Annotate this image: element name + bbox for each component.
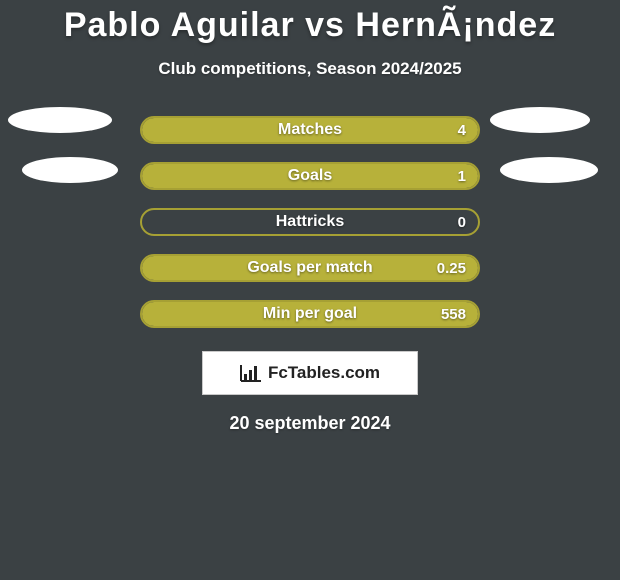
stat-label: Matches — [142, 121, 478, 139]
stat-value: 558 — [441, 306, 466, 323]
stat-row: Matches4 — [0, 107, 620, 153]
stat-bar: Goals per match0.25 — [140, 254, 480, 282]
stat-label: Hattricks — [142, 213, 478, 231]
stat-value: 4 — [458, 122, 466, 139]
stats-area: Matches4Goals1Hattricks0Goals per match0… — [0, 107, 620, 337]
stat-row: Goals1 — [0, 153, 620, 199]
stat-bar: Goals1 — [140, 162, 480, 190]
stat-label: Min per goal — [142, 305, 478, 323]
stat-bar: Hattricks0 — [140, 208, 480, 236]
stat-value: 1 — [458, 168, 466, 185]
stat-bar: Matches4 — [140, 116, 480, 144]
page-subtitle: Club competitions, Season 2024/2025 — [158, 59, 461, 79]
stat-label: Goals — [142, 167, 478, 185]
stat-row: Hattricks0 — [0, 199, 620, 245]
source-badge-text: FcTables.com — [268, 363, 380, 383]
stat-value: 0 — [458, 214, 466, 231]
stat-row: Goals per match0.25 — [0, 245, 620, 291]
page-title: Pablo Aguilar vs HernÃ¡ndez — [64, 6, 556, 45]
stat-value: 0.25 — [437, 260, 466, 277]
stat-bar: Min per goal558 — [140, 300, 480, 328]
source-badge[interactable]: FcTables.com — [202, 351, 418, 395]
stat-row: Min per goal558 — [0, 291, 620, 337]
stat-label: Goals per match — [142, 259, 478, 277]
bar-chart-icon — [240, 364, 262, 382]
date-text: 20 september 2024 — [229, 413, 390, 434]
